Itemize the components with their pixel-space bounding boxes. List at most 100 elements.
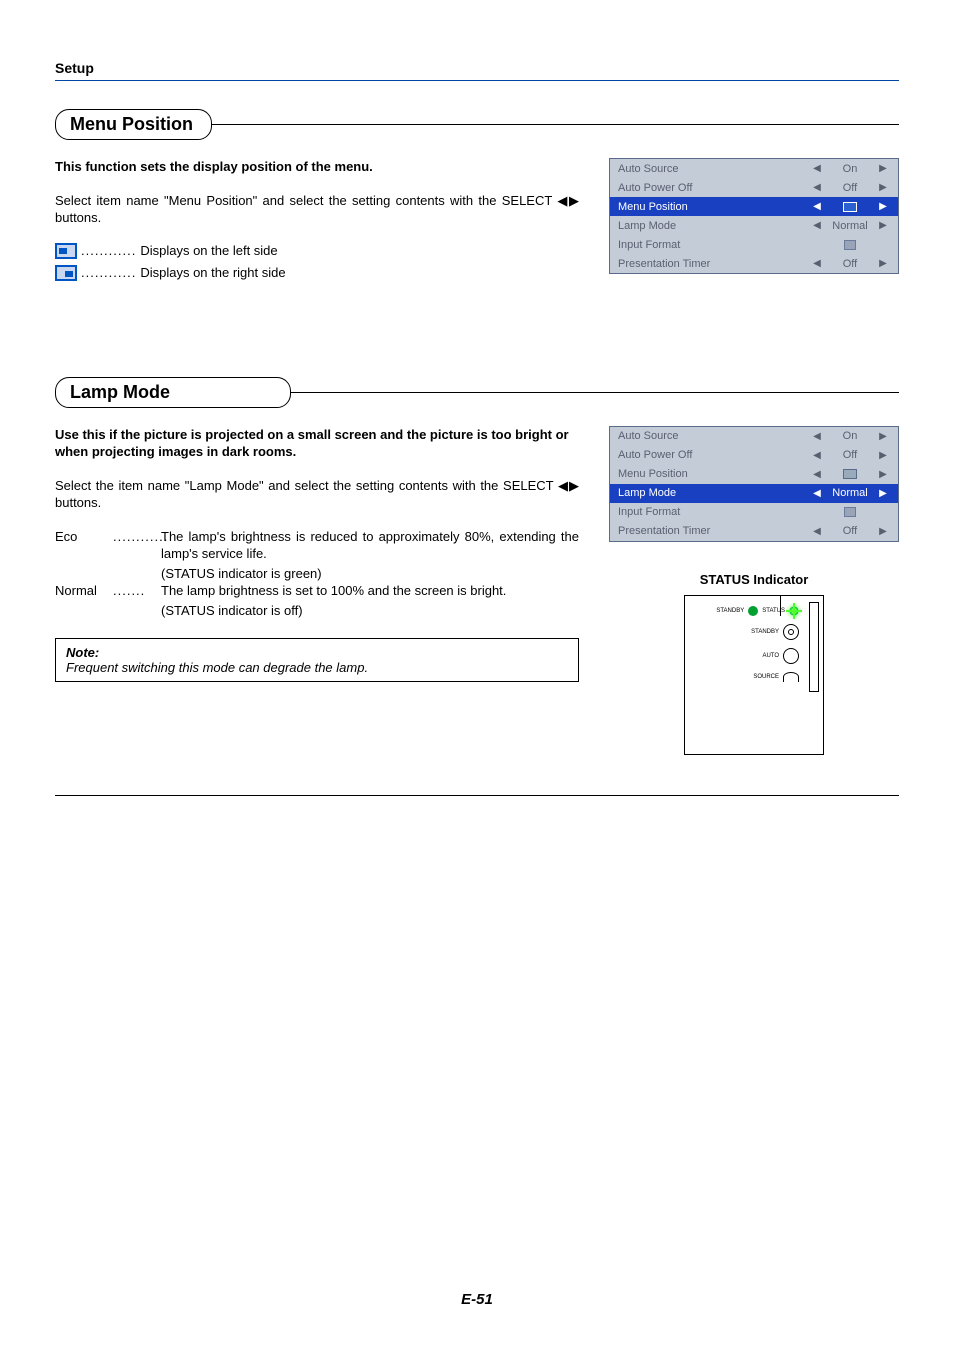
note-body: Frequent switching this mode can degrade… [66,660,568,675]
mp-left-label: Displays on the left side [140,243,277,258]
enter-icon [844,240,856,250]
lm-body: Select the item name "Lamp Mode" and sel… [55,477,579,512]
osd-row: Presentation Timer◀Off▶ [610,522,898,541]
osd-row-value: Normal [824,220,876,232]
device-diagram: STANDBY STATUS STANDBY AUTO SOURCE [609,595,899,755]
osd-row: Presentation Timer◀Off▶ [610,254,898,273]
triangle-left-icon: ◀ [810,450,824,461]
mp-left-option: ............ Displays on the left side [55,243,579,259]
page-number: E-51 [0,1291,954,1308]
osd-row-value: Off [824,258,876,270]
heading-menu-position: Menu Position [55,109,899,140]
triangle-left-icon: ◀ [810,220,824,231]
osd-row: Menu Position◀▶ [610,197,898,216]
heading-pill: Menu Position [55,109,212,140]
dots: ....... [113,582,161,600]
dots: ............ [113,528,161,563]
source-btn-label: SOURCE [753,674,779,680]
status-indicator-title: STATUS Indicator [609,572,899,587]
triangle-right-icon: ▶ [876,163,890,174]
osd-row-label: Auto Power Off [618,182,810,194]
osd-row-value [824,239,876,251]
standby-label: STANDBY [716,608,744,614]
osd-row-label: Presentation Timer [618,258,810,270]
osd-row: Input Format [610,235,898,254]
enter-icon [844,507,856,517]
source-button-icon [783,672,799,682]
osd-row-label: Menu Position [618,468,810,480]
osd-row-label: Input Format [618,506,810,518]
menu-position-content: This function sets the display position … [55,158,899,287]
triangle-right-icon: ▶ [876,469,890,480]
heading-line [281,392,899,393]
auto-button-icon [783,648,799,664]
triangle-left-icon: ◀ [810,526,824,537]
triangle-left-icon: ◀ [810,182,824,193]
osd-row-value: Off [824,182,876,194]
osd-row-label: Menu Position [618,201,810,213]
lm-definitions: Eco............The lamp's brightness is … [55,528,579,620]
definition-body-cont: (STATUS indicator is green) [161,565,579,583]
standby-btn-label: STANDBY [751,629,779,635]
screen-right-icon [55,265,77,281]
mp-body: Select item name "Menu Position" and sel… [55,192,579,227]
screen-icon [843,469,857,479]
lamp-mode-content: Use this if the picture is projected on … [55,426,899,755]
indicator-line [780,595,781,616]
osd-row-label: Auto Source [618,163,810,175]
status-label: STATUS [762,608,785,614]
triangle-right-icon: ▶ [876,450,890,461]
osd-menu-position: Auto Source◀On▶Auto Power Off◀Off▶Menu P… [609,158,899,274]
osd-row-value [824,201,876,213]
osd-row-label: Lamp Mode [618,487,810,499]
osd-row-value: Off [824,525,876,537]
osd-row: Auto Power Off◀Off▶ [610,446,898,465]
definition-row: Normal.......The lamp brightness is set … [55,582,579,600]
mp-right-label: Displays on the right side [140,265,285,280]
mp-right-option: ............ Displays on the right side [55,265,579,281]
triangle-left-icon: ◀ [810,163,824,174]
definition-body: The lamp brightness is set to 100% and t… [161,582,579,600]
triangle-right-icon: ▶ [876,220,890,231]
osd-row-label: Presentation Timer [618,525,810,537]
triangle-left-icon: ◀ [810,258,824,269]
osd-lamp-mode: Auto Source◀On▶Auto Power Off◀Off▶Menu P… [609,426,899,542]
definition-row: Eco............The lamp's brightness is … [55,528,579,563]
lm-bold-desc: Use this if the picture is projected on … [55,426,579,461]
dots: ............ [81,265,136,280]
osd-row-label: Auto Power Off [618,449,810,461]
bottom-rule [55,795,899,796]
screen-icon [843,202,857,212]
osd-row-value: Off [824,449,876,461]
standby-led-icon [748,606,758,616]
heading-line [202,124,899,125]
osd-row: Auto Source◀On▶ [610,159,898,178]
status-led-icon [789,606,799,616]
note-box: Note: Frequent switching this mode can d… [55,638,579,682]
triangle-left-icon: ◀ [810,469,824,480]
triangle-right-icon: ▶ [876,258,890,269]
triangle-left-icon: ◀ [810,488,824,499]
screen-left-icon [55,243,77,259]
triangle-right-icon: ▶ [876,182,890,193]
osd-row-value [824,468,876,480]
triangle-right-icon: ▶ [876,201,890,212]
note-title: Note: [66,645,568,660]
triangle-left-icon: ◀ [810,431,824,442]
triangle-right-icon: ▶ [876,431,890,442]
osd-row-value: Normal [824,487,876,499]
osd-row: Lamp Mode◀Normal▶ [610,484,898,503]
device-slot [809,602,819,692]
heading-lamp-mode: Lamp Mode [55,377,899,408]
osd-row-value [824,506,876,518]
triangle-right-icon: ▶ [876,488,890,499]
section-underline [55,80,899,81]
definition-term: Normal [55,582,113,600]
triangle-right-icon: ▶ [876,526,890,537]
osd-row-label: Auto Source [618,430,810,442]
osd-row-label: Input Format [618,239,810,251]
osd-row-label: Lamp Mode [618,220,810,232]
osd-row: Input Format [610,503,898,522]
definition-body-cont: (STATUS indicator is off) [161,602,579,620]
definition-body: The lamp's brightness is reduced to appr… [161,528,579,563]
